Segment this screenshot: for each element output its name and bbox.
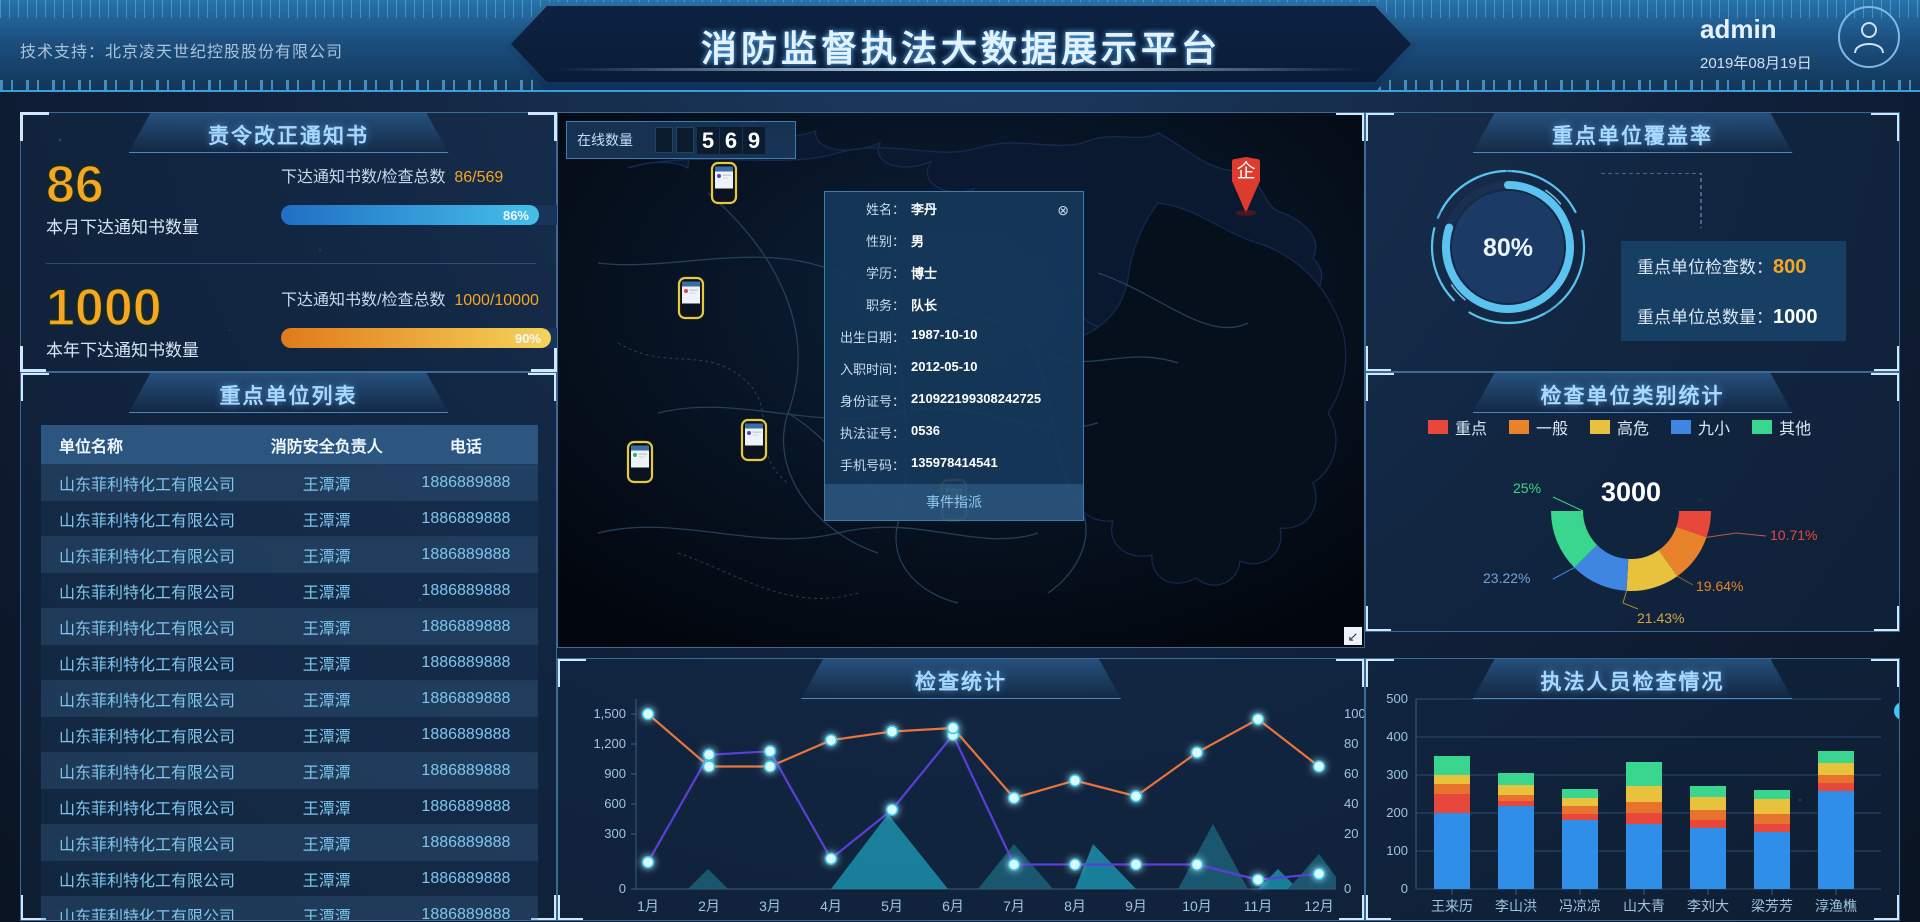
svg-text:李山洪: 李山洪: [1495, 898, 1537, 914]
svg-text:100: 100: [1344, 706, 1365, 721]
svg-text:7月: 7月: [1003, 898, 1025, 914]
svg-text:100: 100: [1386, 843, 1408, 858]
svg-text:淳渔樵: 淳渔樵: [1815, 898, 1857, 914]
svg-text:10.71%: 10.71%: [1770, 527, 1817, 543]
svg-text:10月: 10月: [1182, 898, 1212, 914]
svg-text:冯凉凉: 冯凉凉: [1559, 898, 1601, 914]
svg-text:19.64%: 19.64%: [1696, 578, 1743, 594]
svg-text:40: 40: [1344, 796, 1358, 811]
svg-text:12月: 12月: [1304, 898, 1334, 914]
svg-text:900: 900: [604, 766, 626, 781]
svg-text:80: 80: [1344, 736, 1358, 751]
svg-text:李刘大: 李刘大: [1687, 898, 1729, 914]
svg-text:80%: 80%: [1483, 234, 1533, 262]
svg-text:600: 600: [604, 796, 626, 811]
svg-text:21.43%: 21.43%: [1637, 610, 1684, 626]
svg-text:1,500: 1,500: [593, 706, 626, 721]
svg-text:3月: 3月: [759, 898, 781, 914]
svg-text:11月: 11月: [1244, 898, 1273, 914]
svg-text:300: 300: [604, 826, 626, 841]
svg-text:1月: 1月: [637, 898, 659, 914]
svg-text:20: 20: [1344, 826, 1358, 841]
svg-text:6月: 6月: [942, 898, 964, 914]
svg-text:0: 0: [1344, 881, 1351, 896]
svg-text:4月: 4月: [820, 898, 842, 914]
svg-text:400: 400: [1386, 729, 1408, 744]
svg-text:8月: 8月: [1064, 898, 1086, 914]
svg-text:23.22%: 23.22%: [1483, 570, 1530, 586]
svg-text:300: 300: [1386, 767, 1408, 782]
svg-text:0: 0: [1401, 881, 1408, 896]
svg-text:1,200: 1,200: [593, 736, 626, 751]
svg-text:王来历: 王来历: [1431, 898, 1473, 914]
svg-text:3000: 3000: [1601, 477, 1661, 507]
svg-text:25%: 25%: [1513, 480, 1541, 496]
svg-text:山大青: 山大青: [1623, 898, 1665, 914]
svg-text:企: 企: [1236, 160, 1255, 182]
svg-text:5月: 5月: [881, 898, 903, 914]
svg-text:500: 500: [1386, 691, 1408, 706]
svg-text:200: 200: [1386, 805, 1408, 820]
svg-text:60: 60: [1344, 766, 1358, 781]
svg-text:9月: 9月: [1125, 898, 1147, 914]
svg-text:2月: 2月: [698, 898, 720, 914]
svg-text:梁芳芳: 梁芳芳: [1751, 898, 1793, 914]
svg-text:0: 0: [619, 881, 626, 896]
